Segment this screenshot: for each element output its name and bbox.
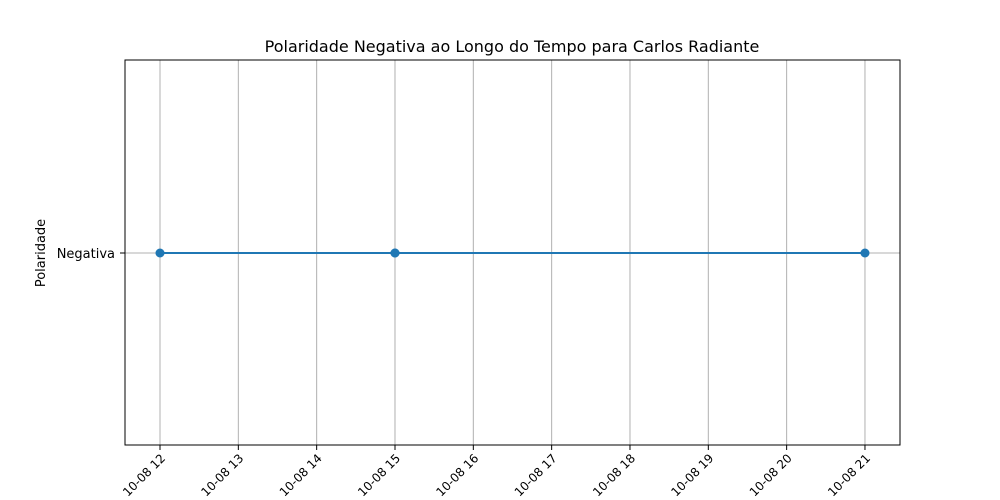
data-point-marker: [390, 248, 400, 258]
data-point-marker: [155, 248, 165, 258]
y-axis-label: Polaridade: [34, 219, 49, 287]
y-tick-label: Negativa: [57, 247, 115, 262]
chart-title: Polaridade Negativa ao Longo do Tempo pa…: [265, 37, 760, 56]
series-layer: [155, 248, 870, 258]
data-point-marker: [860, 248, 870, 258]
